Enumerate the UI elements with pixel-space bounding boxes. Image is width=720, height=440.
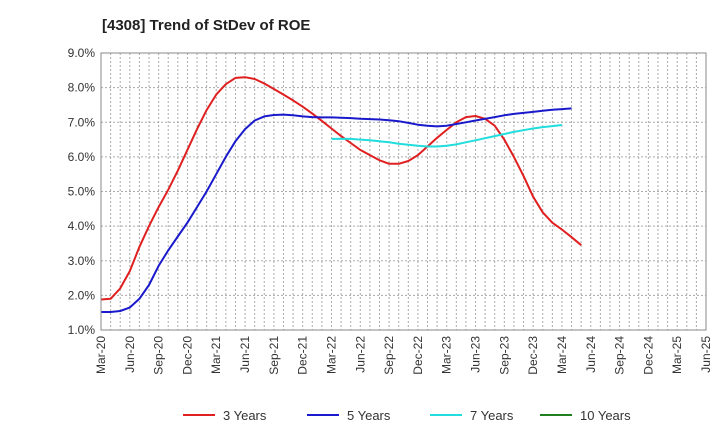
y-tick-label: 4.0% [68, 219, 96, 233]
y-tick-label: 9.0% [68, 46, 96, 60]
x-tick-label: Mar-22 [324, 336, 338, 374]
plot-frame [100, 52, 707, 331]
x-tick-label: Sep-20 [152, 336, 166, 375]
x-tick-label: Jun-23 [469, 336, 483, 373]
x-tick-label: Sep-24 [613, 336, 627, 375]
y-tick-label: 3.0% [68, 254, 96, 268]
y-tick-label: 8.0% [68, 81, 96, 95]
x-tick-label: Dec-20 [180, 336, 194, 375]
x-tick-label: Mar-20 [94, 336, 108, 374]
x-tick-label: Mar-25 [670, 336, 684, 374]
x-tick-label: Sep-22 [382, 336, 396, 375]
y-tick-label: 7.0% [68, 115, 96, 129]
x-tick-label: Dec-21 [296, 336, 310, 375]
x-tick-label: Jun-22 [353, 336, 367, 373]
y-tick-label: 6.0% [68, 150, 96, 164]
y-tick-label: 5.0% [68, 185, 96, 199]
legend-label: 10 Years [580, 408, 631, 423]
y-tick-label: 1.0% [68, 323, 96, 337]
x-tick-label: Dec-23 [526, 336, 540, 375]
legend-label: 3 Years [223, 408, 267, 423]
x-tick-label: Mar-24 [555, 336, 569, 374]
y-axis-ticks: 1.0% 2.0% 3.0% 4.0% 5.0% 6.0% 7.0% 8.0% 9.0% [68, 46, 96, 337]
x-tick-label: Sep-23 [497, 336, 511, 375]
x-tick-label: Jun-25 [699, 336, 713, 373]
legend-label: 5 Years [347, 408, 391, 423]
series-line-5-years [101, 107, 572, 313]
grid [101, 52, 706, 331]
x-tick-label: Jun-20 [123, 336, 137, 373]
series-line-7-years [331, 124, 563, 148]
x-tick-label: Mar-23 [440, 336, 454, 374]
x-tick-label: Dec-24 [641, 336, 655, 375]
x-tick-label: Mar-21 [209, 336, 223, 374]
y-tick-label: 2.0% [68, 288, 96, 302]
legend-label: 7 Years [470, 408, 514, 423]
x-tick-label: Dec-22 [411, 336, 425, 375]
series-lines [100, 76, 582, 313]
x-tick-label: Jun-21 [238, 336, 252, 373]
x-tick-label: Sep-21 [267, 336, 281, 375]
x-axis-ticks: Mar-20 Jun-20 Sep-20 Dec-20 Mar-21 Jun-21 Sep-… [94, 336, 713, 375]
legend: 3 Years 5 Years 7 Years 10 Years [183, 408, 631, 423]
x-tick-label: Jun-24 [584, 336, 598, 373]
chart-title: [4308] Trend of StDev of ROE [102, 17, 310, 34]
